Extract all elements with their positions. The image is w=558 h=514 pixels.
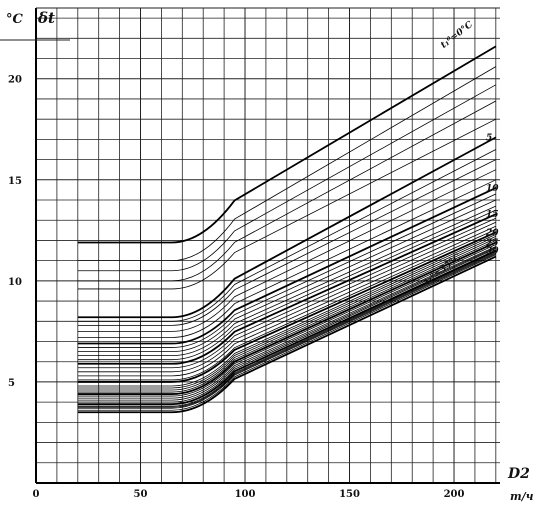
series-line <box>77 187 497 345</box>
curve-label: 25 <box>485 238 499 248</box>
curve-label: 20 <box>485 228 499 238</box>
series-line <box>77 179 496 338</box>
tick-labels: 0 50 100 150 200 5 10 15 20 <box>8 75 464 500</box>
series-line <box>77 246 496 399</box>
series-line <box>77 225 496 377</box>
y-tick-label: 20 <box>8 75 22 86</box>
series-line <box>77 231 497 383</box>
series-line <box>77 118 497 290</box>
curves <box>77 45 497 414</box>
series-line <box>77 205 496 357</box>
curve-label: 5 <box>486 133 492 143</box>
series-line <box>77 136 497 319</box>
y-axis-label: δt <box>37 9 55 27</box>
series-line <box>77 45 497 244</box>
series-line <box>77 217 496 369</box>
series-line <box>77 228 496 381</box>
series-line <box>77 84 497 272</box>
series-line <box>77 254 496 411</box>
series-line <box>77 169 496 332</box>
series-line <box>77 221 496 373</box>
series-line <box>77 234 496 387</box>
y-unit: °C <box>6 12 24 27</box>
curve-label: 15 <box>486 210 499 220</box>
series-line <box>77 249 497 406</box>
axes <box>0 7 500 484</box>
series-line <box>77 236 496 389</box>
series-line <box>77 159 496 326</box>
series-line <box>77 66 497 262</box>
x-axis-label: D2 <box>507 466 530 482</box>
x-tick-label: 0 <box>33 489 40 500</box>
x-tick-label: 150 <box>339 489 360 500</box>
series-line <box>77 193 496 348</box>
series-line <box>77 253 496 409</box>
curve-label: t₁⁰=0°C <box>439 19 475 50</box>
y-tick-label: 10 <box>8 277 22 288</box>
grid <box>36 8 500 483</box>
series-line <box>77 149 497 322</box>
curve-label: 10 <box>486 184 499 194</box>
series-line <box>77 100 497 282</box>
series-line <box>77 213 497 365</box>
x-tick-label: 100 <box>235 489 256 500</box>
series-line <box>77 199 496 353</box>
series-line <box>77 244 496 397</box>
series-line <box>77 248 496 403</box>
series-line <box>77 240 496 393</box>
y-tick-label: 15 <box>8 176 22 187</box>
curve-label: 30 <box>486 247 499 257</box>
series-line <box>77 238 496 391</box>
x-unit: m/ч <box>510 490 534 503</box>
series-line <box>77 252 496 408</box>
series-line <box>77 251 496 407</box>
y-tick-label: 5 <box>8 378 15 389</box>
series-line <box>77 255 497 414</box>
series-line <box>77 241 497 395</box>
series-line <box>77 247 496 401</box>
series-line <box>77 209 496 361</box>
x-tick-label: 200 <box>444 489 465 500</box>
x-tick-label: 50 <box>134 489 148 500</box>
